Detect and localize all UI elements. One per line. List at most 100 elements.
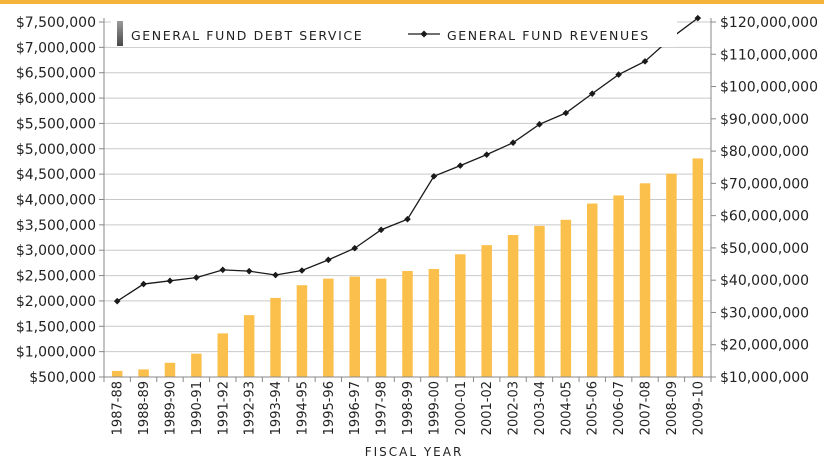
revenue-point — [536, 121, 543, 128]
bar — [534, 225, 545, 377]
legend-label-debt-service: GENERAL FUND DEBT SERVICE — [131, 28, 363, 43]
left-tick-label: $5,000,000 — [16, 142, 96, 158]
bar — [560, 219, 572, 377]
bar-series-debt-service — [111, 158, 704, 377]
revenue-point — [404, 215, 411, 223]
bar — [323, 278, 334, 377]
left-tick-label: $3,000,000 — [16, 243, 96, 259]
bar — [402, 271, 413, 377]
right-tick-label: $30,000,000 — [720, 305, 809, 321]
left-tick-label: $1,000,000 — [16, 345, 96, 361]
x-tick-label: 2003-04 — [533, 381, 548, 435]
bar — [639, 183, 651, 377]
x-tick-label: 1997-98 — [375, 381, 390, 435]
x-tick-label: 2008-09 — [665, 381, 680, 435]
axes — [103, 18, 712, 378]
x-tick-label: 1989-90 — [163, 381, 178, 435]
revenue-point — [272, 271, 279, 279]
left-tick-label: $3,500,000 — [16, 218, 96, 234]
top-accent-strip — [0, 0, 824, 4]
bar — [613, 195, 624, 377]
revenue-point — [245, 267, 253, 275]
x-tick-label: 1998-99 — [401, 381, 416, 435]
x-tick-label: 1988-89 — [137, 381, 152, 435]
left-tick-label: $2,500,000 — [16, 269, 96, 285]
revenue-point — [483, 151, 490, 158]
right-tick-label: $70,000,000 — [720, 176, 809, 192]
x-tick-label: 1995-96 — [322, 381, 337, 435]
revenue-point — [298, 267, 306, 274]
bar — [270, 297, 281, 377]
revenue-point — [325, 256, 332, 264]
right-tick-label: $80,000,000 — [720, 144, 809, 160]
x-axis-ticks: 1987-88 1988-89 1989-90 1990-91 1991-92 1992-… — [103, 377, 712, 435]
bar — [375, 278, 387, 377]
bar — [191, 353, 202, 377]
revenue-point — [641, 58, 649, 65]
revenue-point — [694, 14, 702, 22]
x-tick-label: 2001-02 — [480, 381, 495, 435]
legend-label-revenues: GENERAL FUND REVENUES — [447, 28, 650, 43]
right-tick-label: $120,000,000 — [720, 15, 818, 31]
x-tick-label: 2002-03 — [507, 381, 522, 435]
x-tick-label: 1992-93 — [243, 381, 258, 435]
right-tick-label: $40,000,000 — [720, 273, 809, 289]
x-tick-label: 1991-92 — [216, 381, 231, 435]
revenue-point — [509, 139, 517, 146]
left-tick-label: $2,000,000 — [16, 294, 96, 310]
bar — [428, 268, 440, 377]
x-tick-label: 2009-10 — [691, 381, 706, 435]
left-tick-label: $7,000,000 — [16, 40, 96, 56]
right-tick-label: $20,000,000 — [720, 338, 809, 354]
x-tick-label: 2007-08 — [639, 381, 654, 435]
revenue-point — [166, 277, 174, 285]
legend-marker-revenues — [420, 30, 428, 38]
x-tick-label: 1999-00 — [427, 381, 442, 435]
legend-background — [111, 19, 677, 47]
line-series-revenues — [113, 14, 702, 305]
x-tick-label: 1996-97 — [348, 381, 363, 435]
right-tick-label: $10,000,000 — [720, 370, 809, 386]
bar — [164, 362, 176, 377]
bar — [481, 245, 492, 377]
x-tick-label: 1990-91 — [190, 381, 205, 435]
x-tick-label: 2005-06 — [586, 381, 601, 435]
x-tick-label: 1994-95 — [295, 381, 310, 435]
left-tick-label: $6,000,000 — [16, 91, 96, 107]
left-tick-label: $6,500,000 — [16, 66, 96, 82]
right-axis-ticks: $10,000,000 $20,000,000 $30,000,000 $40,000… — [711, 15, 818, 386]
left-tick-label: $500,000 — [29, 370, 96, 386]
bar — [692, 158, 704, 377]
revenue-point — [193, 274, 200, 281]
bar — [666, 173, 677, 377]
x-tick-label: 2006-07 — [612, 381, 627, 435]
right-tick-label: $90,000,000 — [720, 112, 809, 128]
revenue-point — [113, 297, 121, 305]
revenue-point — [430, 172, 438, 180]
revenue-point — [456, 162, 464, 169]
bar — [243, 315, 255, 377]
revenue-point — [140, 280, 147, 288]
right-tick-label: $100,000,000 — [720, 80, 818, 96]
left-tick-label: $7,500,000 — [16, 15, 96, 31]
left-tick-label: $4,000,000 — [16, 193, 96, 209]
bar — [455, 254, 466, 377]
right-tick-label: $110,000,000 — [720, 47, 818, 63]
bar — [507, 235, 519, 377]
x-tick-label: 2000-01 — [454, 381, 469, 435]
bar — [111, 370, 123, 377]
revenue-point — [588, 90, 596, 97]
bar — [217, 333, 229, 377]
bar — [586, 203, 598, 377]
x-tick-label: 1993-94 — [269, 381, 284, 435]
legend-swatch-debt-service — [117, 21, 123, 46]
revenue-point — [377, 226, 385, 234]
bar — [296, 285, 308, 377]
revenue-line — [116, 17, 699, 302]
bar — [138, 369, 149, 377]
revenue-point — [219, 266, 227, 274]
x-tick-label: 1987-88 — [111, 381, 126, 435]
x-axis-title: FISCAL YEAR — [365, 445, 464, 459]
revenue-point — [562, 109, 570, 117]
